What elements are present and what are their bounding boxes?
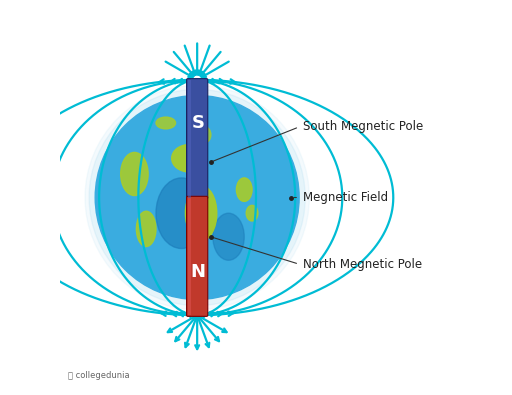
- Text: South Megnetic Pole: South Megnetic Pole: [303, 120, 423, 134]
- Ellipse shape: [213, 213, 244, 260]
- FancyBboxPatch shape: [188, 198, 191, 315]
- Text: S: S: [192, 114, 205, 132]
- Ellipse shape: [156, 117, 176, 129]
- Ellipse shape: [237, 178, 252, 201]
- Ellipse shape: [121, 152, 148, 196]
- Ellipse shape: [85, 85, 309, 310]
- Ellipse shape: [136, 211, 156, 246]
- Text: 🎓 collegedunia: 🎓 collegedunia: [68, 371, 130, 380]
- Ellipse shape: [185, 186, 217, 241]
- FancyBboxPatch shape: [188, 80, 191, 198]
- FancyBboxPatch shape: [186, 196, 208, 316]
- Ellipse shape: [156, 178, 207, 248]
- Text: Megnetic Field: Megnetic Field: [303, 191, 388, 204]
- Ellipse shape: [172, 145, 207, 172]
- Ellipse shape: [199, 127, 211, 143]
- FancyBboxPatch shape: [186, 79, 208, 199]
- Ellipse shape: [246, 205, 258, 221]
- Ellipse shape: [89, 89, 305, 306]
- Ellipse shape: [95, 96, 299, 299]
- Text: N: N: [191, 263, 206, 281]
- Text: North Megnetic Pole: North Megnetic Pole: [303, 258, 422, 271]
